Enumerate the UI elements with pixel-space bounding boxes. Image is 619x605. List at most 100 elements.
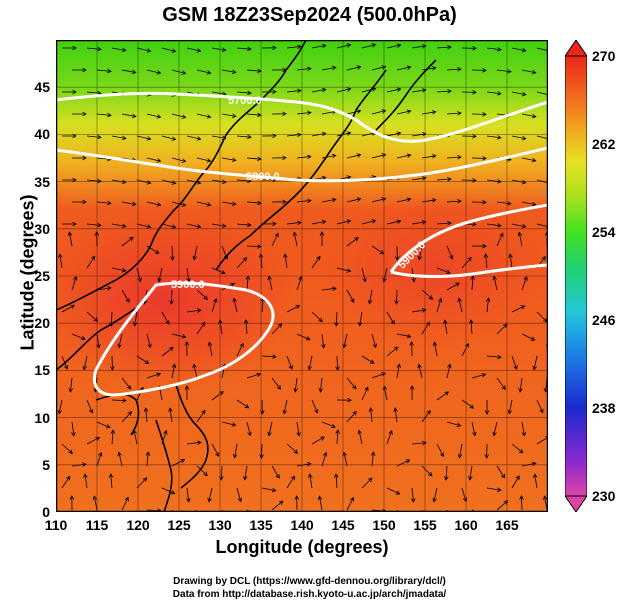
y-tick-label: 30	[34, 220, 50, 237]
wind-arrow	[386, 346, 399, 357]
wind-arrow	[484, 399, 490, 415]
wind-arrow	[346, 496, 354, 511]
wind-arrow	[393, 407, 398, 423]
wind-arrow	[421, 198, 437, 203]
wind-arrow	[382, 385, 388, 401]
wind-arrow	[71, 333, 86, 341]
wind-arrow	[446, 198, 462, 204]
wind-arrow	[259, 443, 264, 459]
wind-arrow	[161, 487, 176, 495]
map-plot: 5700.0 5800.0 5900.0 5900.0	[56, 40, 548, 512]
wind-arrow	[361, 477, 373, 489]
colorbar-tick-label: 270	[592, 48, 616, 64]
wind-arrow	[161, 223, 177, 229]
wind-arrow	[386, 487, 401, 495]
wind-arrow	[311, 87, 327, 93]
wind-arrow	[145, 451, 151, 467]
x-tick-label: 110	[44, 517, 68, 533]
wind-arrow	[221, 69, 237, 75]
wind-arrow	[333, 473, 339, 489]
wind-arrow	[246, 200, 262, 206]
wind-arrow	[96, 286, 112, 291]
wind-arrow	[143, 407, 149, 423]
wind-arrow	[484, 443, 489, 459]
wind-arrow	[121, 113, 137, 119]
wind-arrow	[536, 135, 548, 141]
wind-arrow	[192, 245, 198, 261]
wind-arrow	[307, 355, 313, 371]
wind-arrow	[336, 131, 352, 137]
wind-arrow	[242, 465, 248, 481]
wind-arrow	[409, 341, 414, 357]
wind-arrow	[171, 201, 187, 207]
wind-arrow	[468, 319, 474, 335]
wind-arrow	[519, 495, 524, 511]
wind-arrow	[536, 91, 548, 97]
colorbar-tick-label: 238	[592, 400, 616, 416]
wind-arrow	[61, 304, 75, 313]
wind-arrow	[436, 391, 450, 401]
wind-arrow	[243, 319, 249, 335]
colorbar-tick-label: 262	[592, 136, 616, 152]
wind-arrow	[421, 154, 437, 159]
wind-arrow	[357, 429, 363, 445]
wind-arrow	[536, 399, 544, 414]
wind-arrow	[417, 363, 423, 379]
wind-arrow	[292, 231, 298, 247]
wind-arrow	[161, 47, 177, 53]
wind-arrow	[146, 372, 162, 379]
wind-arrow	[136, 135, 152, 141]
wind-arrow	[117, 451, 123, 467]
wind-arrow	[411, 132, 427, 137]
colorbar-min-arrow	[565, 495, 587, 512]
wind-arrow	[246, 68, 262, 74]
y-axis-label: Latitude (degrees)	[17, 194, 38, 351]
wind-arrow	[461, 256, 472, 269]
wind-arrow	[346, 237, 359, 247]
wind-arrow	[72, 67, 87, 73]
wind-arrow	[296, 421, 301, 437]
wind-arrow	[168, 407, 173, 423]
wind-arrow	[221, 421, 237, 427]
wind-arrow	[86, 46, 102, 52]
wind-arrow	[211, 297, 218, 313]
wind-arrow	[286, 88, 302, 94]
wind-arrow	[461, 46, 477, 51]
wind-arrow	[521, 69, 537, 75]
wind-arrow	[61, 475, 71, 489]
wind-arrow	[461, 178, 477, 183]
wind-arrow	[121, 377, 132, 390]
wind-arrow	[411, 176, 427, 181]
wind-arrow	[267, 275, 273, 291]
x-tick-label: 145	[331, 517, 355, 533]
wind-arrow	[296, 462, 312, 467]
wind-arrow	[186, 487, 191, 503]
wind-arrow	[219, 465, 224, 481]
wind-arrow	[496, 232, 504, 247]
map-svg: 5700.0 5800.0 5900.0 5900.0	[56, 40, 548, 512]
wind-arrow	[311, 255, 321, 269]
wind-arrow	[486, 487, 502, 492]
wind-arrow	[286, 220, 302, 226]
wind-arrow	[196, 157, 212, 163]
wind-arrow	[271, 323, 283, 335]
wind-arrow	[110, 355, 115, 371]
wind-arrow	[296, 110, 312, 116]
wind-arrow	[436, 297, 443, 313]
wind-arrow	[492, 275, 498, 291]
wind-arrow	[496, 377, 506, 390]
wind-arrow	[132, 311, 138, 327]
wind-arrow	[436, 44, 452, 50]
wind-arrow	[386, 87, 402, 93]
wind-arrow	[293, 377, 298, 393]
wind-arrow	[62, 133, 77, 139]
wind-arrow	[346, 153, 362, 159]
wind-arrow	[336, 43, 352, 49]
wind-arrow	[111, 223, 127, 229]
wind-arrow	[346, 410, 357, 423]
wind-arrow	[470, 275, 475, 291]
wind-arrow	[421, 410, 431, 423]
wind-arrow	[410, 487, 416, 503]
wind-arrow	[236, 257, 248, 269]
wind-arrow	[282, 399, 288, 415]
